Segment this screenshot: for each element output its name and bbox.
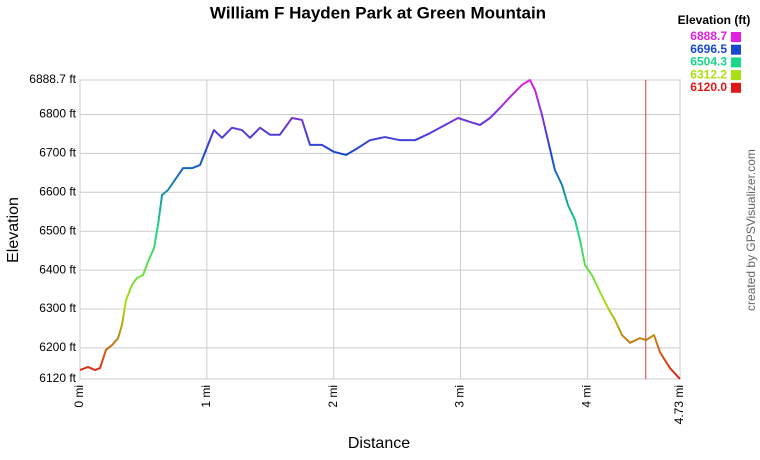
y-tick-label: 6300 ft [39, 301, 76, 315]
y-tick-label: 6500 ft [39, 223, 76, 237]
legend-swatch [731, 32, 741, 42]
elevation-line [79, 79, 681, 380]
legend-swatch [731, 44, 741, 55]
legend-title: Elevation (ft) [678, 13, 751, 27]
x-tick-label: 0 mi [72, 385, 86, 408]
y-tick-label: 6120 ft [39, 371, 76, 385]
legend-swatch [731, 82, 741, 93]
y-tick-label: 6700 ft [39, 146, 76, 160]
x-tick-label: 1 mi [199, 385, 213, 408]
y-tick-label: 6800 ft [39, 107, 76, 121]
legend-label: 6120.0 [690, 80, 727, 94]
legend-label: 6504.3 [690, 55, 727, 69]
legend-label: 6696.5 [690, 42, 727, 56]
legend-swatch [731, 70, 741, 81]
legend-label: 6312.2 [690, 67, 727, 81]
plot-border [79, 79, 681, 380]
legend-swatch [731, 57, 741, 68]
x-axis-label: Distance [348, 435, 410, 452]
credit: created by GPSVisualizer.com [744, 149, 758, 311]
y-axis-label: Elevation [5, 197, 22, 263]
y-tick-label: 6888.7 ft [29, 72, 76, 86]
x-tick-label: 3 mi [453, 385, 467, 408]
x-tick-label: 4.73 mi [672, 385, 686, 424]
x-tick-label: 4 mi [580, 385, 594, 408]
legend-label: 6888.7 [690, 29, 727, 43]
y-tick-label: 6600 ft [39, 184, 76, 198]
y-tick-label: 6200 ft [39, 340, 76, 354]
x-tick-label: 2 mi [326, 385, 340, 408]
chart-title: William F Hayden Park at Green Mountain [210, 3, 546, 22]
y-tick-label: 6400 ft [39, 262, 76, 276]
